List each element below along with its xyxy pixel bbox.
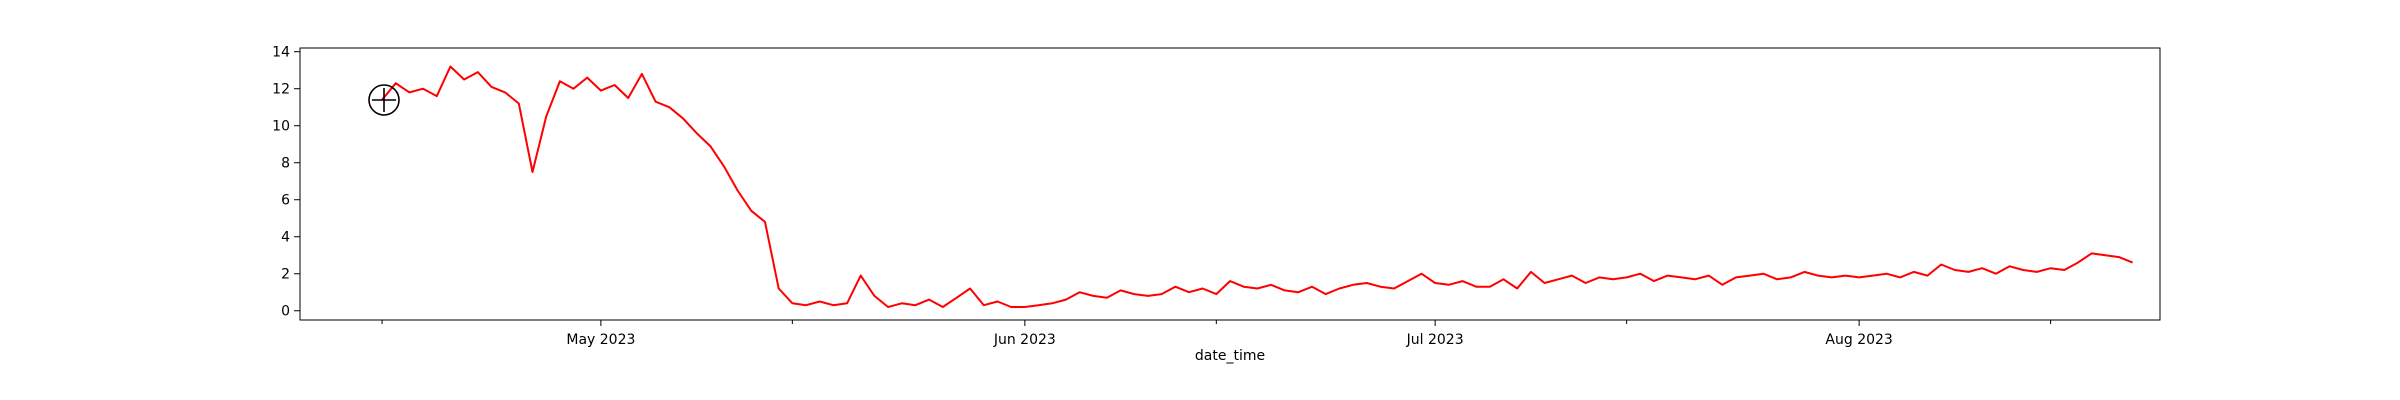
y-tick-label: 2 bbox=[281, 267, 290, 283]
y-tick-label: 12 bbox=[272, 82, 290, 98]
y-tick-label: 14 bbox=[272, 45, 290, 61]
series-line bbox=[381, 65, 2133, 308]
x-tick-label: Jul 2023 bbox=[1406, 332, 1464, 348]
y-tick-label: 8 bbox=[281, 156, 290, 172]
x-axis-label: date_time bbox=[1195, 348, 1265, 364]
y-tick-label: 10 bbox=[272, 119, 290, 135]
x-tick-label: May 2023 bbox=[566, 332, 635, 348]
y-axis: 0 2 4 6 8 10 12 14 bbox=[272, 45, 300, 320]
y-tick-label: 6 bbox=[281, 193, 290, 209]
x-tick-label: Aug 2023 bbox=[1825, 332, 1892, 348]
zoom-cursor-icon bbox=[368, 84, 400, 116]
plot-area bbox=[299, 47, 2161, 321]
x-axis: May 2023 Jun 2023 Jul 2023 Aug 2023 bbox=[381, 320, 2052, 348]
x-tick-label: Jun 2023 bbox=[993, 332, 1056, 348]
y-tick-label: 0 bbox=[281, 304, 290, 320]
y-tick-label: 4 bbox=[281, 230, 290, 246]
